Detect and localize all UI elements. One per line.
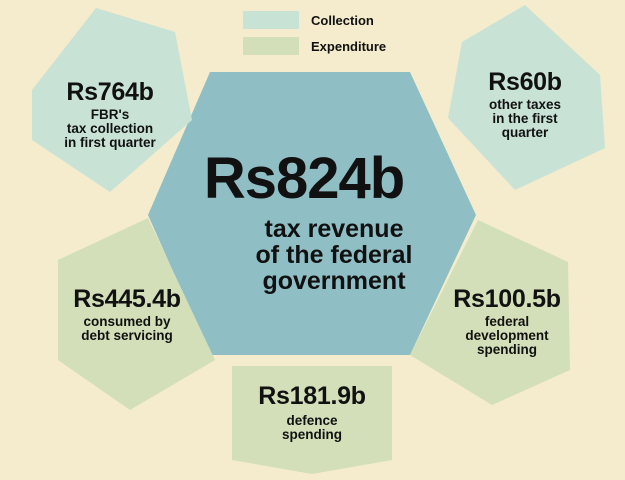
- other-taxes-shape: [448, 5, 605, 190]
- legend-swatch-collection: [243, 11, 299, 29]
- development-description: federal development spending: [465, 314, 549, 357]
- center-description: tax revenue of the federal government: [255, 215, 413, 295]
- fbr-collection-shape: [32, 8, 192, 192]
- other-taxes-amount: Rs60b: [488, 68, 562, 96]
- fbr-description: FBR's tax collection in first quarter: [64, 107, 156, 150]
- center-hexagon: [148, 72, 476, 355]
- defence-amount: Rs181.9b: [258, 382, 366, 410]
- legend-label-expenditure: Expenditure: [311, 39, 387, 54]
- development-text-block: Rs100.5b federal development spending: [432, 285, 582, 357]
- development-spending-shape: [410, 220, 570, 405]
- debt-servicing-shape: [58, 218, 215, 410]
- other-taxes-description: other taxes in the first quarter: [488, 97, 562, 140]
- fbr-amount: Rs764b: [66, 78, 154, 106]
- fbr-text-block: Rs764b FBR's tax collection in first qua…: [45, 78, 175, 150]
- debt-servicing-amount: Rs445.4b: [73, 285, 181, 313]
- legend-swatch-expenditure: [243, 37, 299, 55]
- debt-servicing-description: consumed by debt servicing: [81, 314, 173, 343]
- defence-text-block: Rs181.9b defence spending: [232, 382, 392, 442]
- other-taxes-text-block: Rs60b other taxes in the first quarter: [460, 68, 590, 140]
- development-amount: Rs100.5b: [453, 285, 561, 313]
- center-amount: Rs824b: [203, 146, 405, 211]
- legend-label-collection: Collection: [311, 13, 374, 28]
- defence-spending-shape: [232, 366, 392, 474]
- defence-description: defence spending: [282, 413, 342, 442]
- center-text-block: Rs824b tax revenue of the federal govern…: [160, 148, 460, 295]
- debt-servicing-text-block: Rs445.4b consumed by debt servicing: [52, 285, 202, 343]
